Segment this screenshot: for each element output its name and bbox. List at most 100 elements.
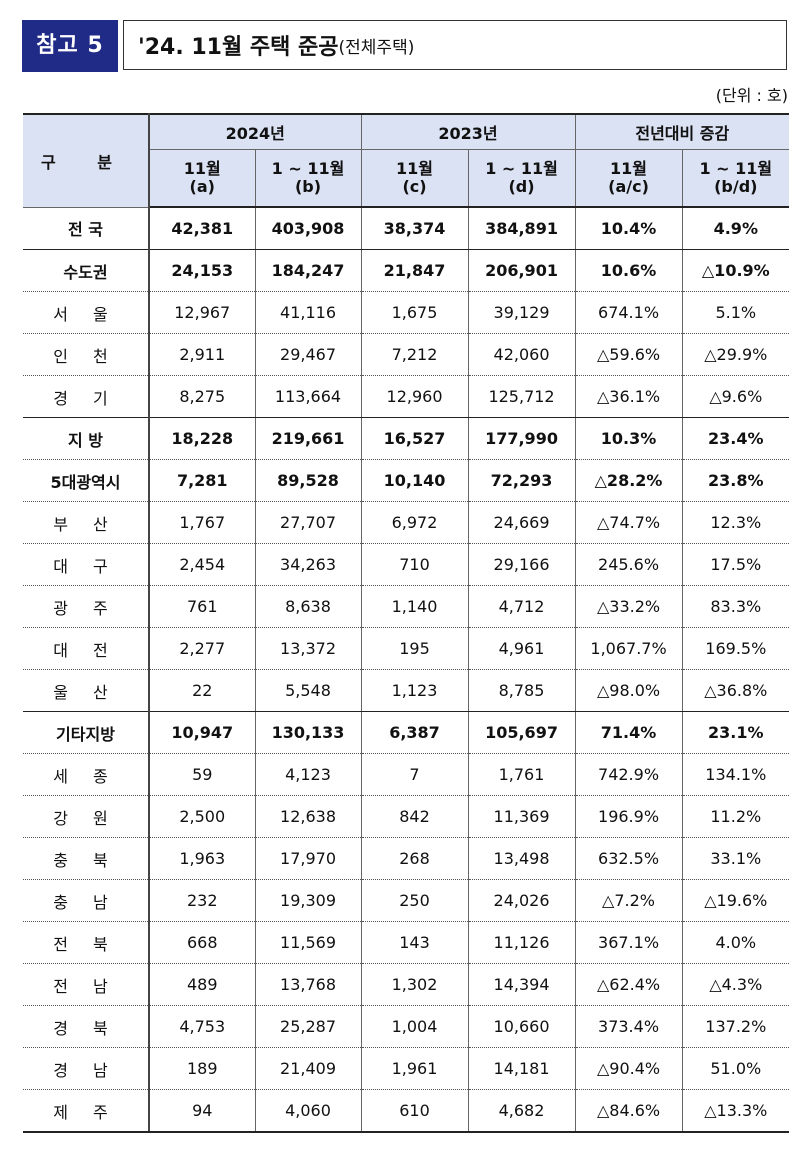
table-cell: 10,660: [468, 1005, 576, 1048]
table-row: 수도권 24,153 184,247 21,847 206,901 10.6% △10.9%: [23, 249, 790, 292]
table-cell: 12,967: [149, 291, 256, 334]
table-cell: 710: [361, 543, 469, 586]
table-cell: 177,990: [468, 417, 576, 460]
table-cell: 10,947: [149, 711, 256, 754]
table-cell: 206,901: [468, 249, 576, 292]
table-cell: 39,129: [468, 291, 576, 334]
table-cell: 219,661: [255, 417, 362, 460]
table-cell: 6,972: [361, 501, 469, 544]
region-label: 경 기: [23, 375, 150, 418]
table-cell: 4,682: [468, 1089, 576, 1133]
table-cell: 232: [149, 879, 256, 922]
unit-note: (단위 : 호): [715, 86, 788, 105]
table-cell: 17,970: [255, 837, 362, 880]
table-row: 기타지방 10,947 130,133 6,387 105,697 71.4% 23.1%: [23, 711, 790, 754]
table-cell: 42,060: [468, 333, 576, 376]
table-cell: 10.6%: [575, 249, 683, 292]
region-label: 광 주: [23, 585, 150, 628]
subheader-code: (d): [508, 177, 535, 196]
table-cell: 1,123: [361, 669, 469, 712]
region-label: 충 남: [23, 879, 150, 922]
table-cell: 14,181: [468, 1047, 576, 1090]
table-cell: 761: [149, 585, 256, 628]
table-cell: 42,381: [149, 207, 256, 250]
table-row: 충 북 1,963 17,970 268 13,498 632.5% 33.1%: [23, 837, 790, 880]
region-label: 서 울: [23, 291, 150, 334]
table-row: 제 주 94 4,060 610 4,682 △84.6% △13.3%: [23, 1089, 790, 1133]
region-label: 충 북: [23, 837, 150, 880]
table-cell: 21,847: [361, 249, 469, 292]
table-cell: △33.2%: [575, 585, 683, 628]
table-cell: 7,212: [361, 333, 469, 376]
table-cell: 4.9%: [682, 207, 790, 250]
table-cell: 1,963: [149, 837, 256, 880]
table-cell: 10.4%: [575, 207, 683, 250]
table-cell: △28.2%: [575, 459, 683, 502]
region-label: 지 방: [23, 417, 150, 460]
table-cell: 250: [361, 879, 469, 922]
table-cell: 245.6%: [575, 543, 683, 586]
table-cell: 8,275: [149, 375, 256, 418]
header-group-change: 전년대비 증감: [575, 113, 790, 150]
table-cell: 24,026: [468, 879, 576, 922]
table-cell: 24,153: [149, 249, 256, 292]
table-row: 울 산 22 5,548 1,123 8,785 △98.0% △36.8%: [23, 669, 790, 712]
table-row: 경 기 8,275 113,664 12,960 125,712 △36.1% △9.6%: [23, 375, 790, 418]
table-cell: 11,126: [468, 921, 576, 964]
table-row: 경 북 4,753 25,287 1,004 10,660 373.4% 137.2%: [23, 1005, 790, 1048]
table-cell: 94: [149, 1089, 256, 1133]
table-cell: 16,527: [361, 417, 469, 460]
table-cell: 23.8%: [682, 459, 790, 502]
table-cell: 742.9%: [575, 753, 683, 796]
table-row: 충 남 232 19,309 250 24,026 △7.2% △19.6%: [23, 879, 790, 922]
table-cell: 13,498: [468, 837, 576, 880]
table-cell: 4,712: [468, 585, 576, 628]
table-cell: 196.9%: [575, 795, 683, 838]
subheader-0: 11월 (a): [149, 149, 256, 208]
table-cell: 842: [361, 795, 469, 838]
table-row: 경 남 189 21,409 1,961 14,181 △90.4% 51.0%: [23, 1047, 790, 1090]
table-cell: 4.0%: [682, 921, 790, 964]
table-cell: 19,309: [255, 879, 362, 922]
table-cell: 89,528: [255, 459, 362, 502]
table-cell: △98.0%: [575, 669, 683, 712]
table-cell: 11,369: [468, 795, 576, 838]
table-cell: △84.6%: [575, 1089, 683, 1133]
table-cell: 105,697: [468, 711, 576, 754]
table-cell: 1,675: [361, 291, 469, 334]
table-cell: 1,140: [361, 585, 469, 628]
table-cell: 137.2%: [682, 1005, 790, 1048]
table-cell: 10.3%: [575, 417, 683, 460]
table-cell: △9.6%: [682, 375, 790, 418]
table-cell: 22: [149, 669, 256, 712]
table-cell: 83.3%: [682, 585, 790, 628]
table-cell: 27,707: [255, 501, 362, 544]
region-label: 울 산: [23, 669, 150, 712]
region-label: 제 주: [23, 1089, 150, 1133]
table-cell: 2,454: [149, 543, 256, 586]
table-cell: 23.4%: [682, 417, 790, 460]
header-group-2024: 2024년: [149, 113, 362, 150]
table-cell: 1,302: [361, 963, 469, 1006]
page-title: '24. 11월 주택 준공: [138, 35, 339, 60]
region-label: 전 국: [23, 207, 150, 250]
table-cell: 184,247: [255, 249, 362, 292]
region-label: 대 구: [23, 543, 150, 586]
header-group-2023: 2023년: [361, 113, 576, 150]
region-label: 전 북: [23, 921, 150, 964]
table-cell: 23.1%: [682, 711, 790, 754]
table-cell: 143: [361, 921, 469, 964]
table-cell: △62.4%: [575, 963, 683, 1006]
region-label: 5대광역시: [23, 459, 150, 502]
subheader-period: 11월: [610, 159, 648, 178]
region-label: 경 남: [23, 1047, 150, 1090]
subheader-period: 1 ~ 11월: [699, 159, 773, 178]
table-cell: 668: [149, 921, 256, 964]
table-cell: 674.1%: [575, 291, 683, 334]
table-row: 부 산 1,767 27,707 6,972 24,669 △74.7% 12.3%: [23, 501, 790, 544]
table-cell: △74.7%: [575, 501, 683, 544]
table-cell: 5.1%: [682, 291, 790, 334]
table-row: 서 울 12,967 41,116 1,675 39,129 674.1% 5.1%: [23, 291, 790, 334]
table-cell: 24,669: [468, 501, 576, 544]
table-cell: 373.4%: [575, 1005, 683, 1048]
